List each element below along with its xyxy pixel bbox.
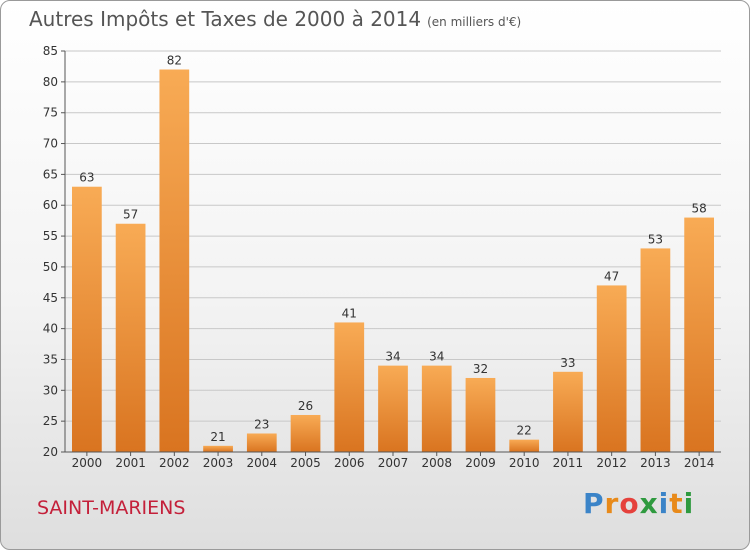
bar-2006 [334, 322, 365, 452]
bar-2007 [378, 365, 408, 452]
x-tick-label: 2006 [334, 456, 365, 470]
value-label: 22 [517, 424, 532, 438]
brand-letter: t [669, 487, 684, 520]
bar-2014 [684, 217, 715, 452]
x-tick-label: 2010 [509, 456, 540, 470]
value-label: 63 [79, 171, 94, 185]
commune-name: SAINT-MARIENS [37, 497, 186, 519]
value-label: 32 [473, 362, 488, 376]
axes: 20 25 30 35 40 45 50 55 60 65 70 75 80 85 2000 2001 2002… [43, 44, 721, 470]
bars: 63 57 82 21 23 26 41 34 34 32 22 33 47 53 58 [71, 54, 715, 452]
x-tick-label: 2000 [72, 456, 103, 470]
y-tick-label: 60 [43, 198, 58, 212]
x-tick-label: 2008 [421, 456, 452, 470]
y-tick-label: 70 [43, 137, 58, 151]
x-tick-label: 2001 [115, 456, 146, 470]
x-tick-label: 2007 [378, 456, 409, 470]
bar-2012 [596, 285, 627, 452]
brand-logo: Proxiti [583, 487, 694, 520]
x-tick-label: 2014 [684, 456, 715, 470]
value-label: 47 [604, 269, 619, 283]
bar-2008 [421, 365, 452, 452]
x-tick-label: 2009 [465, 456, 496, 470]
x-tick-label: 2012 [596, 456, 627, 470]
bar-2002 [159, 69, 190, 452]
y-tick-label: 85 [43, 44, 58, 58]
value-label: 57 [123, 208, 138, 222]
value-label: 82 [167, 54, 182, 68]
x-tick-label: 2003 [203, 456, 234, 470]
brand-letter: x [639, 487, 659, 520]
bar-2005 [290, 414, 321, 452]
y-tick-label: 55 [43, 229, 58, 243]
y-tick-label: 35 [43, 352, 58, 366]
brand-letter: P [583, 487, 605, 520]
x-tick-label: 2002 [159, 456, 190, 470]
value-label: 58 [691, 202, 706, 216]
x-tick-label: 2004 [247, 456, 278, 470]
y-tick-label: 45 [43, 291, 58, 305]
bar-2003 [203, 445, 233, 452]
x-tick-label: 2011 [553, 456, 584, 470]
y-tick-label: 40 [43, 322, 58, 336]
bar-2013 [640, 248, 671, 452]
value-label: 26 [298, 399, 313, 413]
bar-2010 [509, 439, 540, 452]
value-label: 53 [648, 232, 663, 246]
x-tick-label: 2005 [290, 456, 321, 470]
value-label: 41 [342, 306, 357, 320]
bar-2000 [71, 186, 102, 452]
y-tick-label: 80 [43, 75, 58, 89]
y-tick-label: 50 [43, 260, 58, 274]
y-tick-label: 25 [43, 414, 58, 428]
y-tick-label: 30 [43, 383, 58, 397]
y-tick-label: 75 [43, 106, 58, 120]
bar-2001 [115, 223, 146, 452]
x-tick-label: 2013 [640, 456, 671, 470]
brand-letter: o [619, 487, 640, 520]
y-tick-label: 65 [43, 167, 58, 181]
value-label: 34 [429, 350, 444, 364]
value-label: 33 [560, 356, 575, 370]
value-label: 23 [254, 417, 269, 431]
y-tick-label: 20 [43, 445, 58, 459]
brand-letter: i [658, 487, 670, 520]
bar-2011 [553, 371, 583, 452]
bar-2009 [465, 377, 496, 452]
brand-letter: i [683, 487, 695, 520]
brand-letter: r [604, 487, 620, 520]
bar-2004 [246, 433, 277, 452]
value-label: 21 [210, 430, 225, 444]
value-label: 34 [385, 350, 400, 364]
chart-title-text: Autres Impôts et Taxes de 2000 à 2014 [29, 7, 422, 31]
chart-unit: (en milliers d'€) [427, 15, 522, 29]
chart-title: Autres Impôts et Taxes de 2000 à 2014 (en… [29, 7, 521, 31]
